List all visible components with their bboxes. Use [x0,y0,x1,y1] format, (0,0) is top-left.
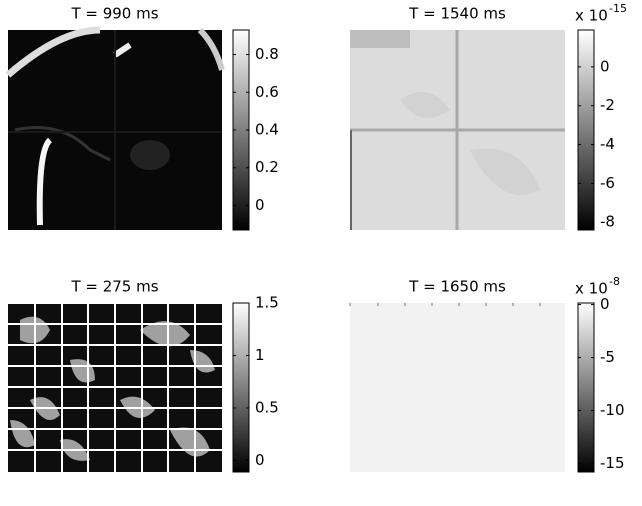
colorbar-tick-label: 0 [600,57,610,75]
panel-title: T = 990 ms [70,5,158,23]
heatmap-image [5,26,225,230]
colorbar-tick-label: 0 [600,295,610,313]
colorbar-tick-label: 0.5 [255,398,279,416]
heatmap-image [8,302,222,472]
colorbar-tick-label: 0 [255,451,265,469]
colorbar-tick-label: -15 [600,454,625,472]
colorbar-tick-label: -8 [600,213,615,231]
colorbar-tick-label: -4 [600,135,615,153]
panel-title: T = 1650 ms [408,278,506,296]
colorbar [577,302,595,473]
colorbar-tick-label: 1 [255,346,265,364]
colorbar-tick-label: 0.2 [255,158,279,176]
panel-title: T = 275 ms [70,278,158,296]
colorbar [232,302,250,473]
colorbar-tick-label: 0 [255,196,265,214]
colorbar-tick-label: 0.8 [255,45,279,63]
colorbar-tick-label: -10 [600,401,625,419]
colorbar-tick-label: -6 [600,174,615,192]
panel-title: T = 1540 ms [408,5,506,23]
colorbar-multiplier: x 10 [575,280,608,298]
colorbar [577,29,595,231]
colorbar-tick-label: 0.6 [255,83,279,101]
colorbar-tick-label: 1.5 [255,294,279,312]
heatmap-image [350,30,565,230]
colorbar-tick-label: -2 [600,96,615,114]
colorbar-exponent: -8 [609,275,620,288]
colorbar-tick-label: -5 [600,348,615,366]
colorbar-multiplier: x 10 [575,7,608,25]
colorbar-tick-label: 0.4 [255,121,279,139]
heatmap-image [349,303,565,472]
colorbar-exponent: -15 [609,2,627,15]
